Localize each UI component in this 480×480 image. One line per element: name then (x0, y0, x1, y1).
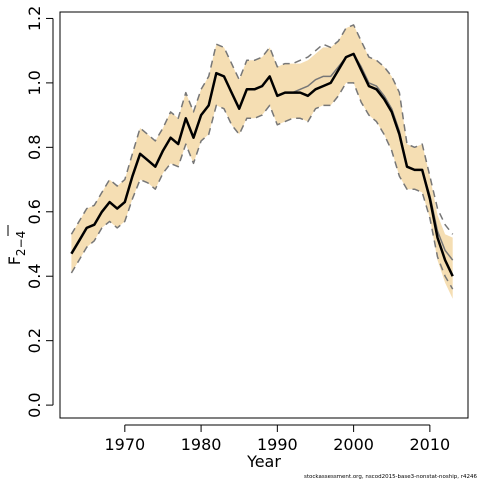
other-run-lower-ci-line (70, 82, 454, 290)
y-tick-label: 0.6 (25, 199, 44, 224)
x-tick-label: 2000 (333, 435, 374, 454)
x-tick-label: 1970 (104, 435, 145, 454)
series-lines-layer (70, 24, 454, 290)
x-axis: 1970 1980 1990 2000 2010 (104, 424, 451, 454)
y-axis-title: F2−4 (5, 231, 28, 266)
confidence-band-layer (71, 24, 453, 299)
y-tick-label: 1.2 (25, 6, 44, 31)
x-axis-title: Year (246, 452, 281, 471)
x-tick-label: 2010 (410, 435, 451, 454)
confidence-band (71, 24, 453, 299)
y-tick-label: 0.8 (25, 135, 44, 160)
y-tick-label: 0.0 (25, 392, 44, 417)
y-axis: 0.0 0.2 0.4 0.6 0.8 1.0 1.2 (25, 6, 54, 418)
footnote: stockassessment.org, nscod2015-base3-non… (304, 474, 478, 480)
estimate-line (70, 52, 454, 277)
svg-text:F2−4: F2−4 (5, 231, 28, 266)
plot-frame (59, 11, 469, 419)
x-tick-label: 1990 (257, 435, 298, 454)
y-tick-label: 0.2 (25, 328, 44, 353)
y-tick-label: 1.0 (25, 70, 44, 95)
y-tick-label: 0.4 (25, 263, 44, 288)
y-axis-title-subscript: 2−4 (14, 231, 28, 256)
other-run-upper-ci-line (70, 24, 454, 235)
y-axis-title-main: F (5, 256, 24, 265)
x-tick-label: 1980 (181, 435, 222, 454)
